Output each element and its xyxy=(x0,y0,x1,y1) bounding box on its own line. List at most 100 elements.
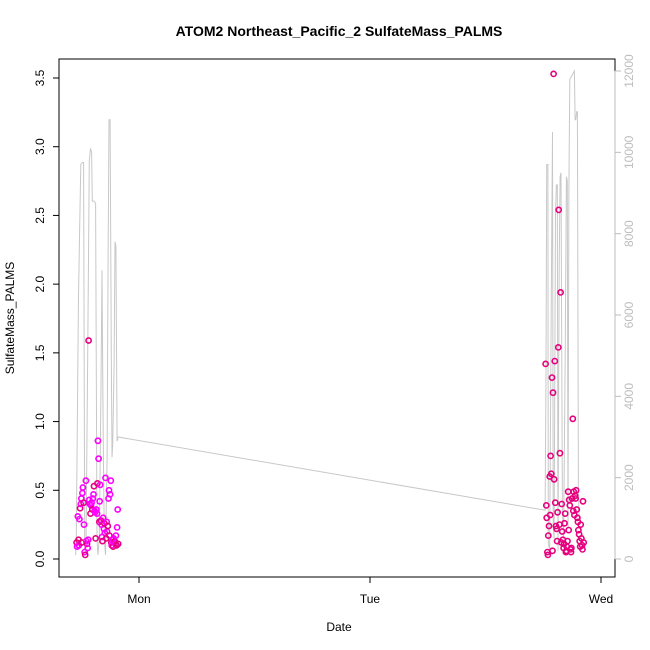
x-tick-label: Wed xyxy=(589,592,613,606)
y2-tick-label: 2000 xyxy=(622,464,636,491)
data-point xyxy=(545,522,553,530)
data-point xyxy=(561,510,569,517)
y2-tick-label: 0 xyxy=(622,555,636,562)
data-point xyxy=(572,495,579,502)
data-point xyxy=(564,537,571,545)
data-point xyxy=(568,544,575,552)
data-point xyxy=(577,521,585,528)
data-point xyxy=(573,506,581,513)
data-point xyxy=(84,536,92,544)
data-point xyxy=(547,452,554,460)
data-point xyxy=(94,437,102,445)
y-tick-label: 2.5 xyxy=(33,207,47,224)
data-point xyxy=(555,206,563,214)
data-point xyxy=(92,506,100,513)
data-point xyxy=(80,521,88,528)
data-point xyxy=(79,484,87,491)
data-points-layer xyxy=(73,70,588,559)
data-point xyxy=(557,288,564,296)
data-point xyxy=(561,519,568,527)
data-point xyxy=(114,540,122,548)
data-point xyxy=(76,504,84,512)
data-point xyxy=(580,539,588,546)
data-point xyxy=(93,510,101,517)
y-tick-label: 1.0 xyxy=(33,413,47,430)
data-point xyxy=(569,507,577,515)
data-point xyxy=(547,470,555,478)
data-point xyxy=(546,511,554,519)
data-point xyxy=(549,389,557,397)
data-point xyxy=(556,449,564,457)
data-point xyxy=(106,490,114,498)
x-axis-label: Date xyxy=(326,620,352,634)
data-point xyxy=(107,477,115,485)
data-point xyxy=(90,490,97,498)
data-point xyxy=(554,508,561,516)
data-point xyxy=(558,528,566,535)
x-axis: Mon Tue Wed xyxy=(127,576,613,606)
data-point xyxy=(566,501,574,509)
x-tick-label: Tue xyxy=(360,592,381,606)
data-point xyxy=(565,526,573,534)
data-point xyxy=(85,337,92,344)
data-point xyxy=(544,551,552,559)
data-point xyxy=(551,499,559,507)
data-point xyxy=(92,535,99,542)
y-tick-label: 0.5 xyxy=(33,482,47,499)
data-point xyxy=(544,532,552,539)
data-point xyxy=(548,374,556,381)
data-point xyxy=(113,524,121,531)
data-point xyxy=(550,475,558,483)
data-point xyxy=(551,357,559,365)
data-point xyxy=(558,500,566,508)
data-point xyxy=(575,526,582,534)
data-point xyxy=(574,514,581,522)
y2-tick-label: 6000 xyxy=(622,301,636,328)
data-point xyxy=(79,489,86,497)
data-point xyxy=(89,495,97,502)
y2-tick-label: 12000 xyxy=(622,54,636,88)
data-point xyxy=(554,343,562,351)
data-point xyxy=(84,544,92,552)
y-axis-right: 0 2000 4000 6000 8000 10000 12000 xyxy=(614,54,636,562)
y2-tick-label: 8000 xyxy=(622,220,636,247)
series-line xyxy=(75,69,580,555)
data-point xyxy=(567,548,575,556)
data-point xyxy=(96,481,104,489)
data-point xyxy=(579,546,586,553)
data-point xyxy=(82,477,90,485)
y-tick-label: 2.0 xyxy=(33,275,47,292)
data-point xyxy=(114,506,122,513)
data-point xyxy=(103,518,111,526)
data-point xyxy=(105,486,113,494)
x-tick-label: Mon xyxy=(127,592,150,606)
data-point xyxy=(569,415,577,423)
data-point xyxy=(76,515,83,523)
data-point xyxy=(542,501,550,509)
y-tick-label: 3.0 xyxy=(33,138,47,155)
secondary-line-layer xyxy=(75,69,580,555)
data-point xyxy=(572,486,580,494)
y-tick-label: 3.5 xyxy=(33,69,47,86)
data-point xyxy=(80,499,87,507)
data-point xyxy=(552,522,560,530)
data-point xyxy=(112,532,120,539)
data-point xyxy=(579,497,587,505)
y-axis-left: 0.0 0.5 1.0 1.5 2.0 2.5 3.0 3.5 xyxy=(33,69,60,567)
data-point xyxy=(95,455,102,463)
y-tick-label: 0.0 xyxy=(33,550,47,567)
y-axis-label: SulfateMass_PALMS xyxy=(3,262,17,375)
plot-area xyxy=(58,58,616,578)
data-point xyxy=(550,70,557,78)
y2-tick-label: 10000 xyxy=(622,135,636,169)
y2-tick-label: 4000 xyxy=(622,383,636,410)
data-point xyxy=(102,474,109,482)
data-point xyxy=(549,547,556,555)
y-tick-label: 1.5 xyxy=(33,344,47,361)
data-point xyxy=(81,551,89,559)
data-point xyxy=(542,360,549,368)
data-point xyxy=(96,497,104,505)
data-point xyxy=(104,522,112,530)
chart-title: ATOM2 Northeast_Pacific_2 SulfateMass_PA… xyxy=(176,23,503,39)
